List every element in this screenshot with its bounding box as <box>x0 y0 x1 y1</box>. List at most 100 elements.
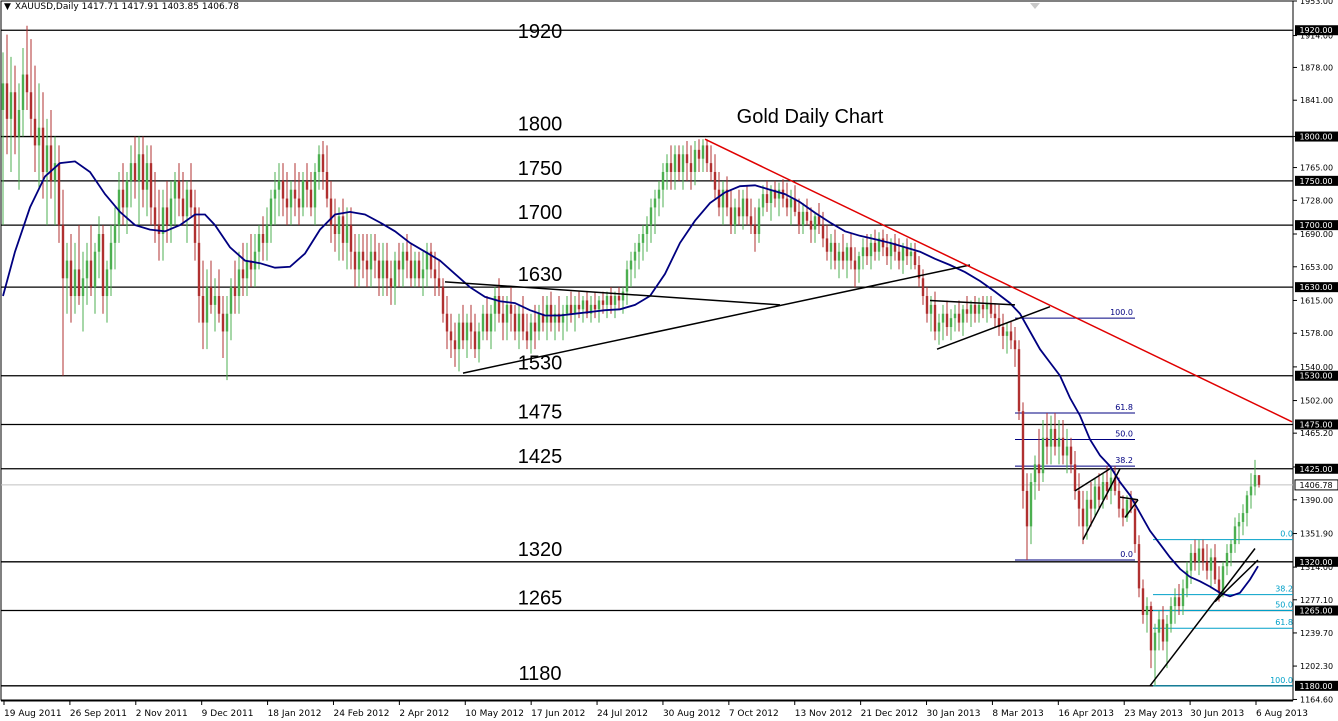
candle <box>1153 623 1157 686</box>
candle <box>1181 579 1185 615</box>
candle <box>265 207 269 261</box>
candle-body <box>325 171 329 199</box>
price-tick-label: 1653.00 <box>1300 263 1333 272</box>
dropdown-triangle-icon[interactable]: ▼ <box>4 2 11 12</box>
candle-body <box>261 234 265 243</box>
level-price-tag <box>1295 556 1338 567</box>
candle <box>385 242 389 297</box>
level-label: 1425 <box>518 446 563 468</box>
candle-body <box>893 242 897 252</box>
price-tick-label: 1202.30 <box>1300 662 1333 671</box>
price-tick-label: 1540.00 <box>1300 363 1333 372</box>
candle <box>929 296 933 332</box>
candle-body <box>49 145 53 181</box>
candle-body <box>473 331 477 350</box>
candle <box>25 25 29 110</box>
candle <box>741 189 745 230</box>
candle <box>13 65 17 155</box>
candle-body <box>1013 340 1017 350</box>
candle-body <box>713 171 717 190</box>
candle <box>853 247 857 288</box>
candle <box>625 260 629 305</box>
candle <box>333 198 337 252</box>
candle <box>725 176 729 217</box>
candle-body <box>633 251 637 261</box>
candle-body <box>761 194 765 208</box>
candle-body <box>421 269 425 279</box>
candle <box>673 145 677 190</box>
candle-body <box>1133 508 1137 545</box>
candle-body <box>701 145 705 159</box>
candle-body <box>453 340 457 350</box>
trend-line <box>462 264 971 374</box>
time-tick-label: 24 Jul 2012 <box>597 709 648 719</box>
candle-body <box>309 189 313 208</box>
fib-level-label: 100.0 <box>1110 308 1133 317</box>
level-price-tag <box>1295 419 1338 430</box>
price-tick-label: 1277.10 <box>1300 596 1333 605</box>
candle-body <box>461 322 465 341</box>
candle-body <box>805 211 809 221</box>
candle-body <box>1021 411 1025 491</box>
candle <box>181 171 185 226</box>
candle-body <box>169 198 173 226</box>
candle-body <box>801 211 805 226</box>
candle <box>425 242 429 288</box>
candle-body <box>357 251 361 270</box>
candle-body <box>977 304 981 314</box>
candle-body <box>445 313 449 332</box>
candle <box>813 211 817 243</box>
candle <box>241 242 245 297</box>
candle <box>85 242 89 305</box>
candle-body <box>201 296 205 323</box>
level-price-tag-text: 1530.00 <box>1299 372 1332 381</box>
candle <box>649 198 653 243</box>
ohlc-values: 1417.71 1417.91 1403.85 1406.78 <box>81 2 240 12</box>
candle-body <box>521 313 525 332</box>
trend-line <box>1214 559 1259 603</box>
candle-body <box>769 189 773 203</box>
candle <box>641 225 645 261</box>
candle <box>657 180 661 217</box>
candle <box>993 303 997 328</box>
candle-body <box>1049 428 1053 447</box>
level-label: 1800 <box>518 114 563 136</box>
candle <box>1225 544 1229 576</box>
candle-body <box>865 247 869 257</box>
time-tick-label: 7 Oct 2012 <box>729 709 779 719</box>
candle-body <box>481 313 485 332</box>
candle-body <box>877 238 881 252</box>
candle-body <box>677 154 681 172</box>
candle <box>33 65 37 172</box>
candle-body <box>545 304 549 323</box>
candle-body <box>129 163 133 181</box>
candle-body <box>993 313 997 319</box>
candle <box>213 278 217 332</box>
candle-body <box>913 251 917 266</box>
candle-body <box>573 304 577 314</box>
level-price-tag <box>1295 175 1338 186</box>
level-price-tag-text: 1800.00 <box>1299 133 1332 142</box>
candle <box>237 251 241 314</box>
candle <box>797 198 801 234</box>
time-tick-label: 9 Dec 2011 <box>202 709 254 719</box>
candle <box>389 260 393 305</box>
candle <box>789 189 793 226</box>
time-tick-label: 18 Jan 2012 <box>268 709 322 719</box>
candle-body <box>705 145 709 164</box>
time-tick-label: 17 Jun 2012 <box>531 709 585 719</box>
candle-body <box>285 198 289 208</box>
candle-body <box>1153 632 1157 651</box>
candle-body <box>209 287 213 305</box>
candle-body <box>841 251 845 261</box>
level-label: 1180 <box>518 663 561 685</box>
candle-body <box>369 251 373 270</box>
candle <box>309 171 313 217</box>
candle-body <box>29 92 33 119</box>
price-tick-label: 1390.00 <box>1300 496 1333 505</box>
candle <box>529 313 533 354</box>
candle-body <box>1001 327 1005 336</box>
candle <box>713 154 717 199</box>
candle <box>869 234 873 270</box>
